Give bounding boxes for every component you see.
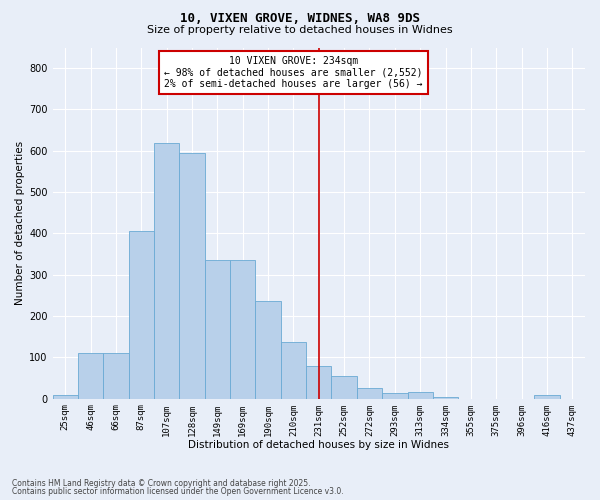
- Bar: [357, 388, 382, 398]
- Text: 10, VIXEN GROVE, WIDNES, WA8 9DS: 10, VIXEN GROVE, WIDNES, WA8 9DS: [180, 12, 420, 26]
- Text: Size of property relative to detached houses in Widnes: Size of property relative to detached ho…: [147, 25, 453, 35]
- Y-axis label: Number of detached properties: Number of detached properties: [15, 141, 25, 305]
- Bar: [230, 260, 256, 398]
- Bar: [53, 396, 78, 398]
- Bar: [281, 342, 306, 398]
- Bar: [78, 354, 103, 399]
- Bar: [306, 366, 331, 398]
- Bar: [179, 153, 205, 398]
- Text: 10 VIXEN GROVE: 234sqm
← 98% of detached houses are smaller (2,552)
2% of semi-d: 10 VIXEN GROVE: 234sqm ← 98% of detached…: [164, 56, 422, 89]
- Bar: [382, 392, 407, 398]
- Text: Contains HM Land Registry data © Crown copyright and database right 2025.: Contains HM Land Registry data © Crown c…: [12, 478, 311, 488]
- Bar: [407, 392, 433, 398]
- Bar: [256, 301, 281, 398]
- X-axis label: Distribution of detached houses by size in Widnes: Distribution of detached houses by size …: [188, 440, 449, 450]
- Bar: [128, 232, 154, 398]
- Bar: [103, 354, 128, 399]
- Bar: [205, 260, 230, 398]
- Bar: [534, 394, 560, 398]
- Text: Contains public sector information licensed under the Open Government Licence v3: Contains public sector information licen…: [12, 487, 344, 496]
- Bar: [154, 142, 179, 398]
- Bar: [331, 376, 357, 398]
